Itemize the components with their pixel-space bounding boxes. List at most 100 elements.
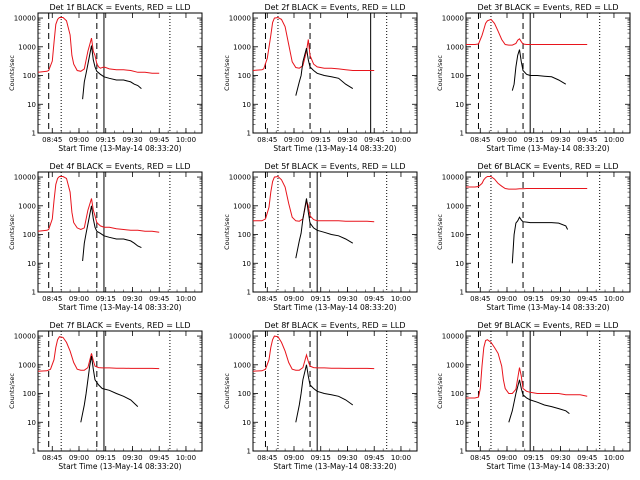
- x-axis-label: Start Time (13-May-14 08:33:20): [58, 303, 181, 312]
- x-tick-label: 10:00: [604, 454, 624, 462]
- x-tick-label: 09:45: [149, 454, 169, 462]
- y-tick-label: 10: [27, 260, 36, 268]
- x-tick-label: 09:00: [284, 454, 304, 462]
- red-series-line: [37, 176, 160, 233]
- x-tick-label: 09:00: [497, 295, 517, 303]
- x-axis-label: Start Time (13-May-14 08:33:20): [58, 462, 181, 471]
- y-tick-label: 10000: [14, 333, 36, 341]
- x-tick-label: 09:15: [311, 136, 331, 144]
- y-tick-label: 1000: [18, 43, 36, 51]
- plot-frame: [252, 330, 418, 452]
- red-series-line: [37, 17, 160, 74]
- y-tick-label: 1000: [18, 202, 36, 210]
- x-tick-label: 10:00: [604, 136, 624, 144]
- x-tick-label: 09:45: [364, 136, 384, 144]
- x-tick-label: 09:15: [524, 136, 544, 144]
- x-tick-label: 09:00: [284, 295, 304, 303]
- y-tick-label: 1000: [446, 43, 464, 51]
- plot-frame: [252, 12, 418, 134]
- x-tick-label: 09:00: [497, 454, 517, 462]
- x-axis-label: Start Time (13-May-14 08:33:20): [486, 462, 609, 471]
- x-tick-label: 09:30: [122, 136, 142, 144]
- y-tick-label: 100: [23, 231, 36, 239]
- x-tick-label: 09:15: [96, 295, 116, 303]
- x-tick-label: 09:00: [497, 136, 517, 144]
- x-tick-label: 09:45: [577, 295, 597, 303]
- chart-title: Det 4f BLACK = Events, RED = LLD: [49, 162, 190, 171]
- y-tick-label: 10: [455, 101, 464, 109]
- red-series-line: [37, 336, 160, 372]
- y-tick-label: 10: [242, 419, 251, 427]
- y-axis-label: Counts/sec: [8, 55, 16, 91]
- y-tick-label: 100: [238, 390, 251, 398]
- x-tick-label: 08:45: [42, 454, 62, 462]
- y-tick-label: 1: [460, 130, 464, 138]
- x-axis-label: Start Time (13-May-14 08:33:20): [486, 303, 609, 312]
- chart-panel-6: Det 6f BLACK = Events, RED = LLD 1 10 100 10…: [436, 162, 631, 312]
- y-tick-label: 10: [455, 260, 464, 268]
- x-tick-label: 09:30: [337, 295, 357, 303]
- x-tick-label: 09:45: [577, 454, 597, 462]
- black-series-line: [80, 356, 139, 423]
- y-tick-label: 100: [23, 72, 36, 80]
- chart-panel-3: Det 3f BLACK = Events, RED = LLD 1 10 100 10…: [436, 3, 631, 153]
- plot-frame: [465, 330, 631, 452]
- x-tick-label: 09:15: [311, 454, 331, 462]
- x-tick-label: 09:00: [284, 136, 304, 144]
- x-tick-label: 10:00: [391, 136, 411, 144]
- x-tick-label: 08:45: [42, 295, 62, 303]
- black-series-line: [82, 45, 142, 100]
- y-tick-label: 100: [23, 390, 36, 398]
- x-axis-label: Start Time (13-May-14 08:33:20): [273, 462, 396, 471]
- x-axis-label: Start Time (13-May-14 08:33:20): [273, 303, 396, 312]
- x-tick-label: 08:45: [470, 136, 490, 144]
- y-axis-label: Counts/sec: [8, 373, 16, 409]
- y-tick-label: 10000: [229, 15, 251, 23]
- y-axis-label: Counts/sec: [223, 373, 231, 409]
- chart-panel-4: Det 4f BLACK = Events, RED = LLD 1 10 100 10…: [8, 162, 203, 312]
- y-tick-label: 100: [238, 72, 251, 80]
- y-axis-label: Counts/sec: [8, 214, 16, 250]
- red-series-line: [253, 175, 375, 223]
- y-tick-label: 1: [32, 289, 36, 297]
- x-tick-label: 09:00: [69, 454, 89, 462]
- y-tick-label: 1: [32, 130, 36, 138]
- x-tick-label: 09:30: [550, 454, 570, 462]
- chart-panel-2: Det 2f BLACK = Events, RED = LLD 1 10 100 10…: [223, 3, 418, 153]
- chart-panel-8: Det 8f BLACK = Events, RED = LLD 1 10 100 10…: [223, 321, 418, 471]
- y-tick-label: 100: [451, 231, 464, 239]
- y-tick-label: 10: [27, 101, 36, 109]
- chart-panel-7: Det 7f BLACK = Events, RED = LLD 1 10 100 10…: [8, 321, 203, 471]
- x-tick-label: 09:30: [122, 454, 142, 462]
- x-tick-label: 10:00: [604, 295, 624, 303]
- x-tick-label: 10:00: [176, 295, 196, 303]
- x-tick-label: 09:30: [337, 136, 357, 144]
- x-tick-label: 08:45: [470, 295, 490, 303]
- black-series-line: [295, 198, 354, 259]
- x-tick-label: 08:45: [257, 295, 277, 303]
- y-tick-label: 100: [451, 72, 464, 80]
- black-series-line: [82, 205, 142, 262]
- black-series-line: [511, 49, 567, 91]
- x-tick-label: 08:45: [470, 454, 490, 462]
- x-tick-label: 09:15: [96, 454, 116, 462]
- y-axis-label: Counts/sec: [436, 373, 444, 409]
- y-tick-label: 1000: [233, 202, 251, 210]
- x-axis-label: Start Time (13-May-14 08:33:20): [273, 144, 396, 153]
- red-series-line: [252, 335, 375, 372]
- chart-title: Det 5f BLACK = Events, RED = LLD: [264, 162, 405, 171]
- x-tick-label: 09:45: [577, 136, 597, 144]
- red-series-line: [252, 16, 375, 71]
- chart-panel-5: Det 5f BLACK = Events, RED = LLD 1 10 100 10…: [223, 162, 418, 312]
- y-tick-label: 10000: [14, 174, 36, 182]
- y-tick-label: 10000: [229, 174, 251, 182]
- x-tick-label: 09:15: [524, 295, 544, 303]
- black-series-line: [511, 216, 569, 264]
- x-axis-label: Start Time (13-May-14 08:33:20): [486, 144, 609, 153]
- x-tick-label: 09:45: [364, 454, 384, 462]
- x-tick-label: 09:30: [550, 295, 570, 303]
- chart-title: Det 6f BLACK = Events, RED = LLD: [477, 162, 618, 171]
- y-tick-label: 1000: [18, 361, 36, 369]
- y-tick-label: 1000: [233, 361, 251, 369]
